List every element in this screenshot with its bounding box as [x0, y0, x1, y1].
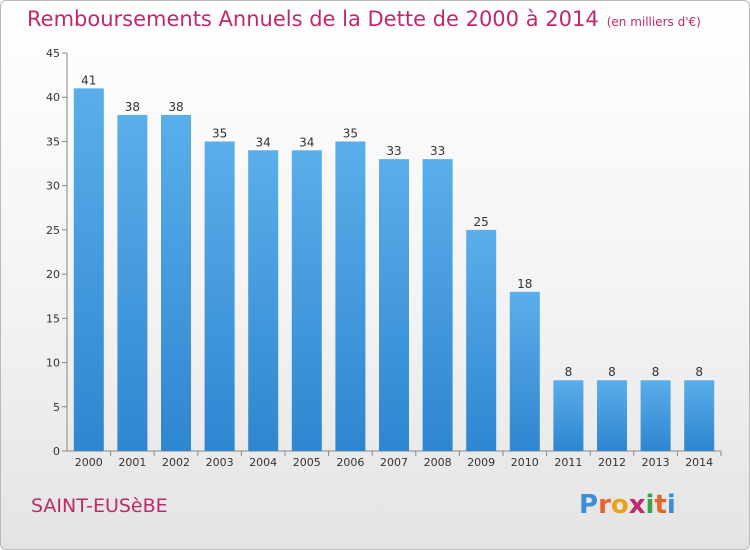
bar-value-label: 35: [212, 126, 227, 140]
bar: [117, 114, 148, 452]
bar-value-label: 8: [695, 365, 703, 379]
bar: [640, 380, 671, 451]
y-tick-label: 0: [53, 445, 60, 458]
y-tick-label: 30: [46, 180, 60, 193]
x-tick-label: 2001: [118, 456, 146, 469]
x-tick-label: 2014: [685, 456, 713, 469]
y-tick-label: 35: [46, 135, 60, 148]
x-tick-label: 2008: [424, 456, 452, 469]
x-tick-label: 2004: [249, 456, 277, 469]
bar-value-label: 34: [299, 135, 314, 149]
y-tick-label: 15: [46, 312, 60, 325]
bar: [684, 380, 715, 451]
chart-title: Remboursements Annuels de la Dette de 20…: [27, 7, 701, 31]
logo-letter: P: [579, 490, 599, 520]
y-tick-label: 40: [46, 91, 60, 104]
x-tick-label: 2000: [75, 456, 103, 469]
commune-name: SAINT-EUSèBE: [31, 495, 168, 517]
bar-value-label: 38: [125, 100, 140, 114]
logo-letter: o: [610, 490, 629, 520]
chart-unit: (en milliers d'€): [606, 15, 701, 29]
logo-letter: i: [645, 490, 655, 520]
bar: [204, 141, 235, 451]
bar: [291, 150, 322, 452]
bar: [553, 380, 584, 451]
bar-value-label: 33: [430, 144, 445, 158]
x-tick-label: 2009: [467, 456, 495, 469]
bar: [379, 159, 409, 451]
y-tick-label: 25: [46, 224, 60, 237]
bar: [335, 141, 366, 451]
bar: [597, 380, 627, 451]
bar-value-label: 34: [256, 135, 271, 149]
bar: [248, 150, 279, 452]
bar-value-label: 8: [608, 365, 616, 379]
bar: [422, 159, 453, 451]
x-tick-label: 2003: [206, 456, 234, 469]
bar-value-label: 18: [517, 277, 532, 291]
bar-value-label: 8: [565, 365, 573, 379]
y-tick-label: 10: [46, 357, 60, 370]
logo-letter: t: [654, 490, 667, 520]
logo-letter: r: [598, 490, 611, 520]
logo-letter: i: [666, 490, 676, 520]
x-tick-label: 2012: [598, 456, 626, 469]
proxiti-logo: Proxiti: [579, 490, 676, 520]
x-tick-label: 2011: [554, 456, 582, 469]
x-tick-label: 2002: [162, 456, 190, 469]
bar: [161, 114, 191, 452]
x-tick-label: 2006: [336, 456, 364, 469]
y-tick-label: 20: [46, 268, 60, 281]
x-tick-label: 2007: [380, 456, 408, 469]
bar: [509, 291, 540, 451]
bar-value-label: 41: [81, 73, 96, 87]
x-tick-label: 2005: [293, 456, 321, 469]
logo-letter: x: [628, 490, 646, 520]
y-tick-label: 45: [46, 47, 60, 60]
bar-value-label: 8: [652, 365, 660, 379]
y-tick-label: 5: [53, 401, 60, 414]
bar: [73, 88, 104, 451]
bar-value-label: 25: [474, 215, 489, 229]
bar-value-label: 33: [386, 144, 401, 158]
x-tick-label: 2013: [642, 456, 670, 469]
x-tick-label: 2010: [511, 456, 539, 469]
bar-value-label: 35: [343, 126, 358, 140]
bar: [466, 229, 497, 451]
bar-value-label: 38: [168, 100, 183, 114]
